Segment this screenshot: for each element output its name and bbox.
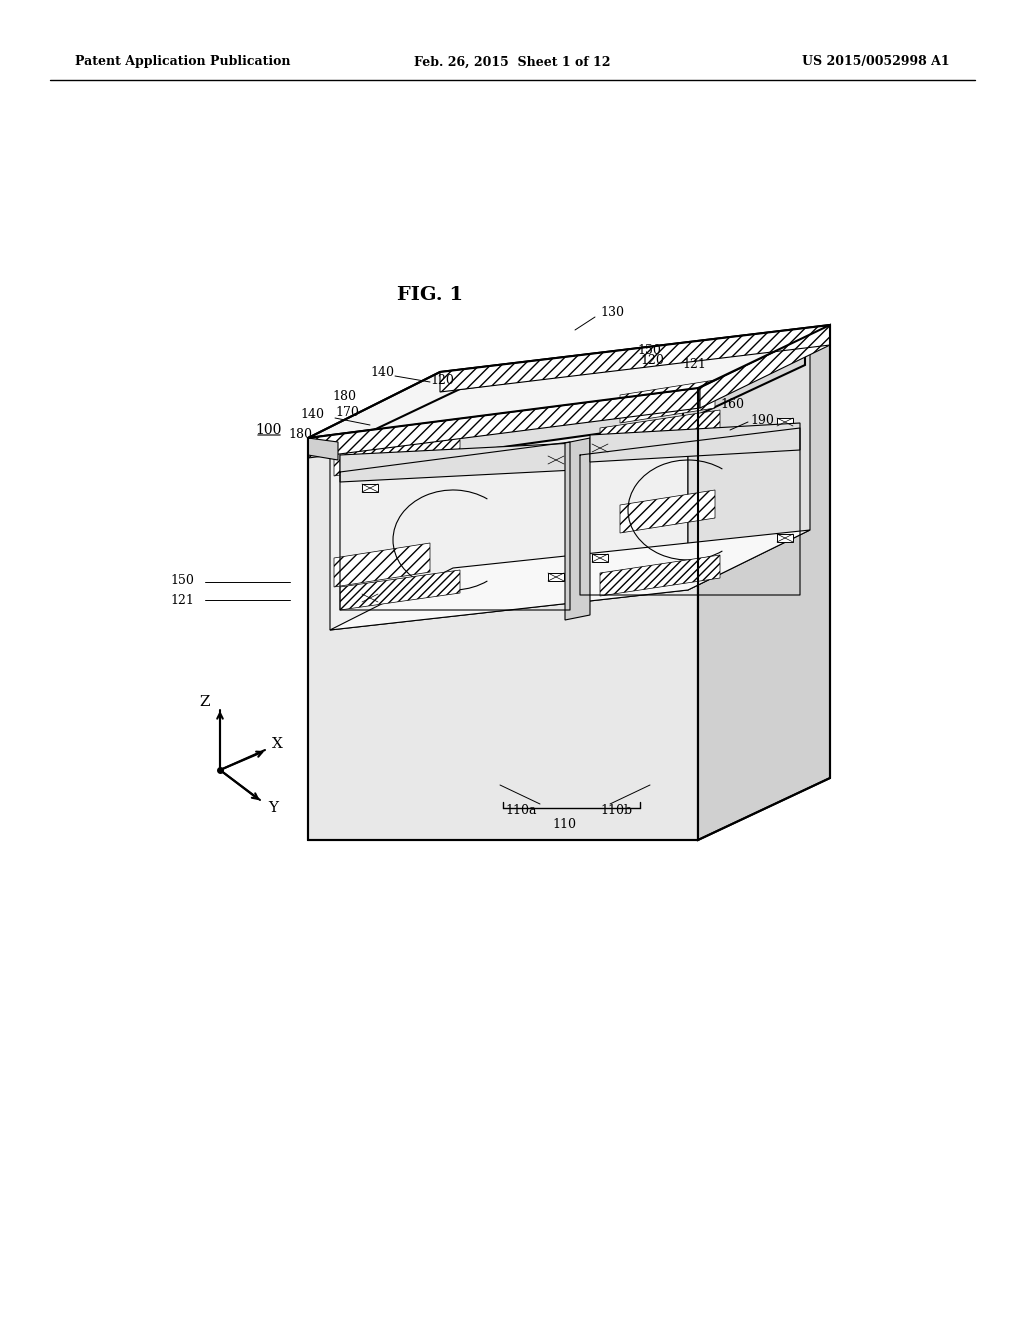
Polygon shape [334,432,430,477]
Polygon shape [308,388,700,458]
Polygon shape [700,325,830,408]
Text: Patent Application Publication: Patent Application Publication [75,55,291,69]
Polygon shape [308,438,338,459]
Text: Y: Y [268,801,278,814]
Text: 110a: 110a [505,804,537,817]
Text: 160: 160 [720,399,744,412]
Text: 120: 120 [640,354,664,367]
Text: US 2015/0052998 A1: US 2015/0052998 A1 [803,55,950,69]
Polygon shape [565,438,590,620]
Polygon shape [698,325,830,840]
Text: 121: 121 [170,594,194,606]
Text: 190: 190 [750,413,774,426]
Polygon shape [548,573,564,581]
Text: 150: 150 [170,573,194,586]
Polygon shape [683,342,805,422]
Polygon shape [362,484,378,492]
Polygon shape [340,570,460,610]
Text: 140: 140 [370,366,394,379]
Text: 121: 121 [682,359,706,371]
Text: 100: 100 [255,422,282,437]
Text: 130: 130 [600,306,624,319]
Polygon shape [777,418,793,426]
Text: Z: Z [200,696,210,709]
Text: 150: 150 [637,343,660,356]
Polygon shape [600,411,720,451]
Polygon shape [308,325,830,438]
Polygon shape [338,342,805,447]
Polygon shape [440,325,830,392]
Polygon shape [330,397,688,630]
Polygon shape [338,400,683,470]
Polygon shape [620,490,715,533]
Polygon shape [362,594,378,602]
Polygon shape [330,531,810,630]
Polygon shape [548,455,564,465]
Text: 110: 110 [552,818,575,832]
Polygon shape [592,444,608,451]
Text: 180: 180 [332,389,356,403]
Polygon shape [340,432,460,473]
Polygon shape [340,444,575,482]
Polygon shape [308,388,698,840]
Polygon shape [592,554,608,562]
Polygon shape [688,338,810,590]
Polygon shape [590,422,800,462]
Text: 140: 140 [300,408,324,421]
Text: Feb. 26, 2015  Sheet 1 of 12: Feb. 26, 2015 Sheet 1 of 12 [414,55,610,69]
Text: X: X [272,737,283,751]
Polygon shape [334,543,430,587]
Polygon shape [600,554,720,597]
Text: 170: 170 [335,407,358,420]
Polygon shape [620,380,715,422]
Text: 110b: 110b [600,804,632,817]
Text: FIG. 1: FIG. 1 [397,286,463,304]
Text: 180: 180 [288,429,312,441]
Text: 120: 120 [430,374,454,387]
Polygon shape [777,535,793,543]
